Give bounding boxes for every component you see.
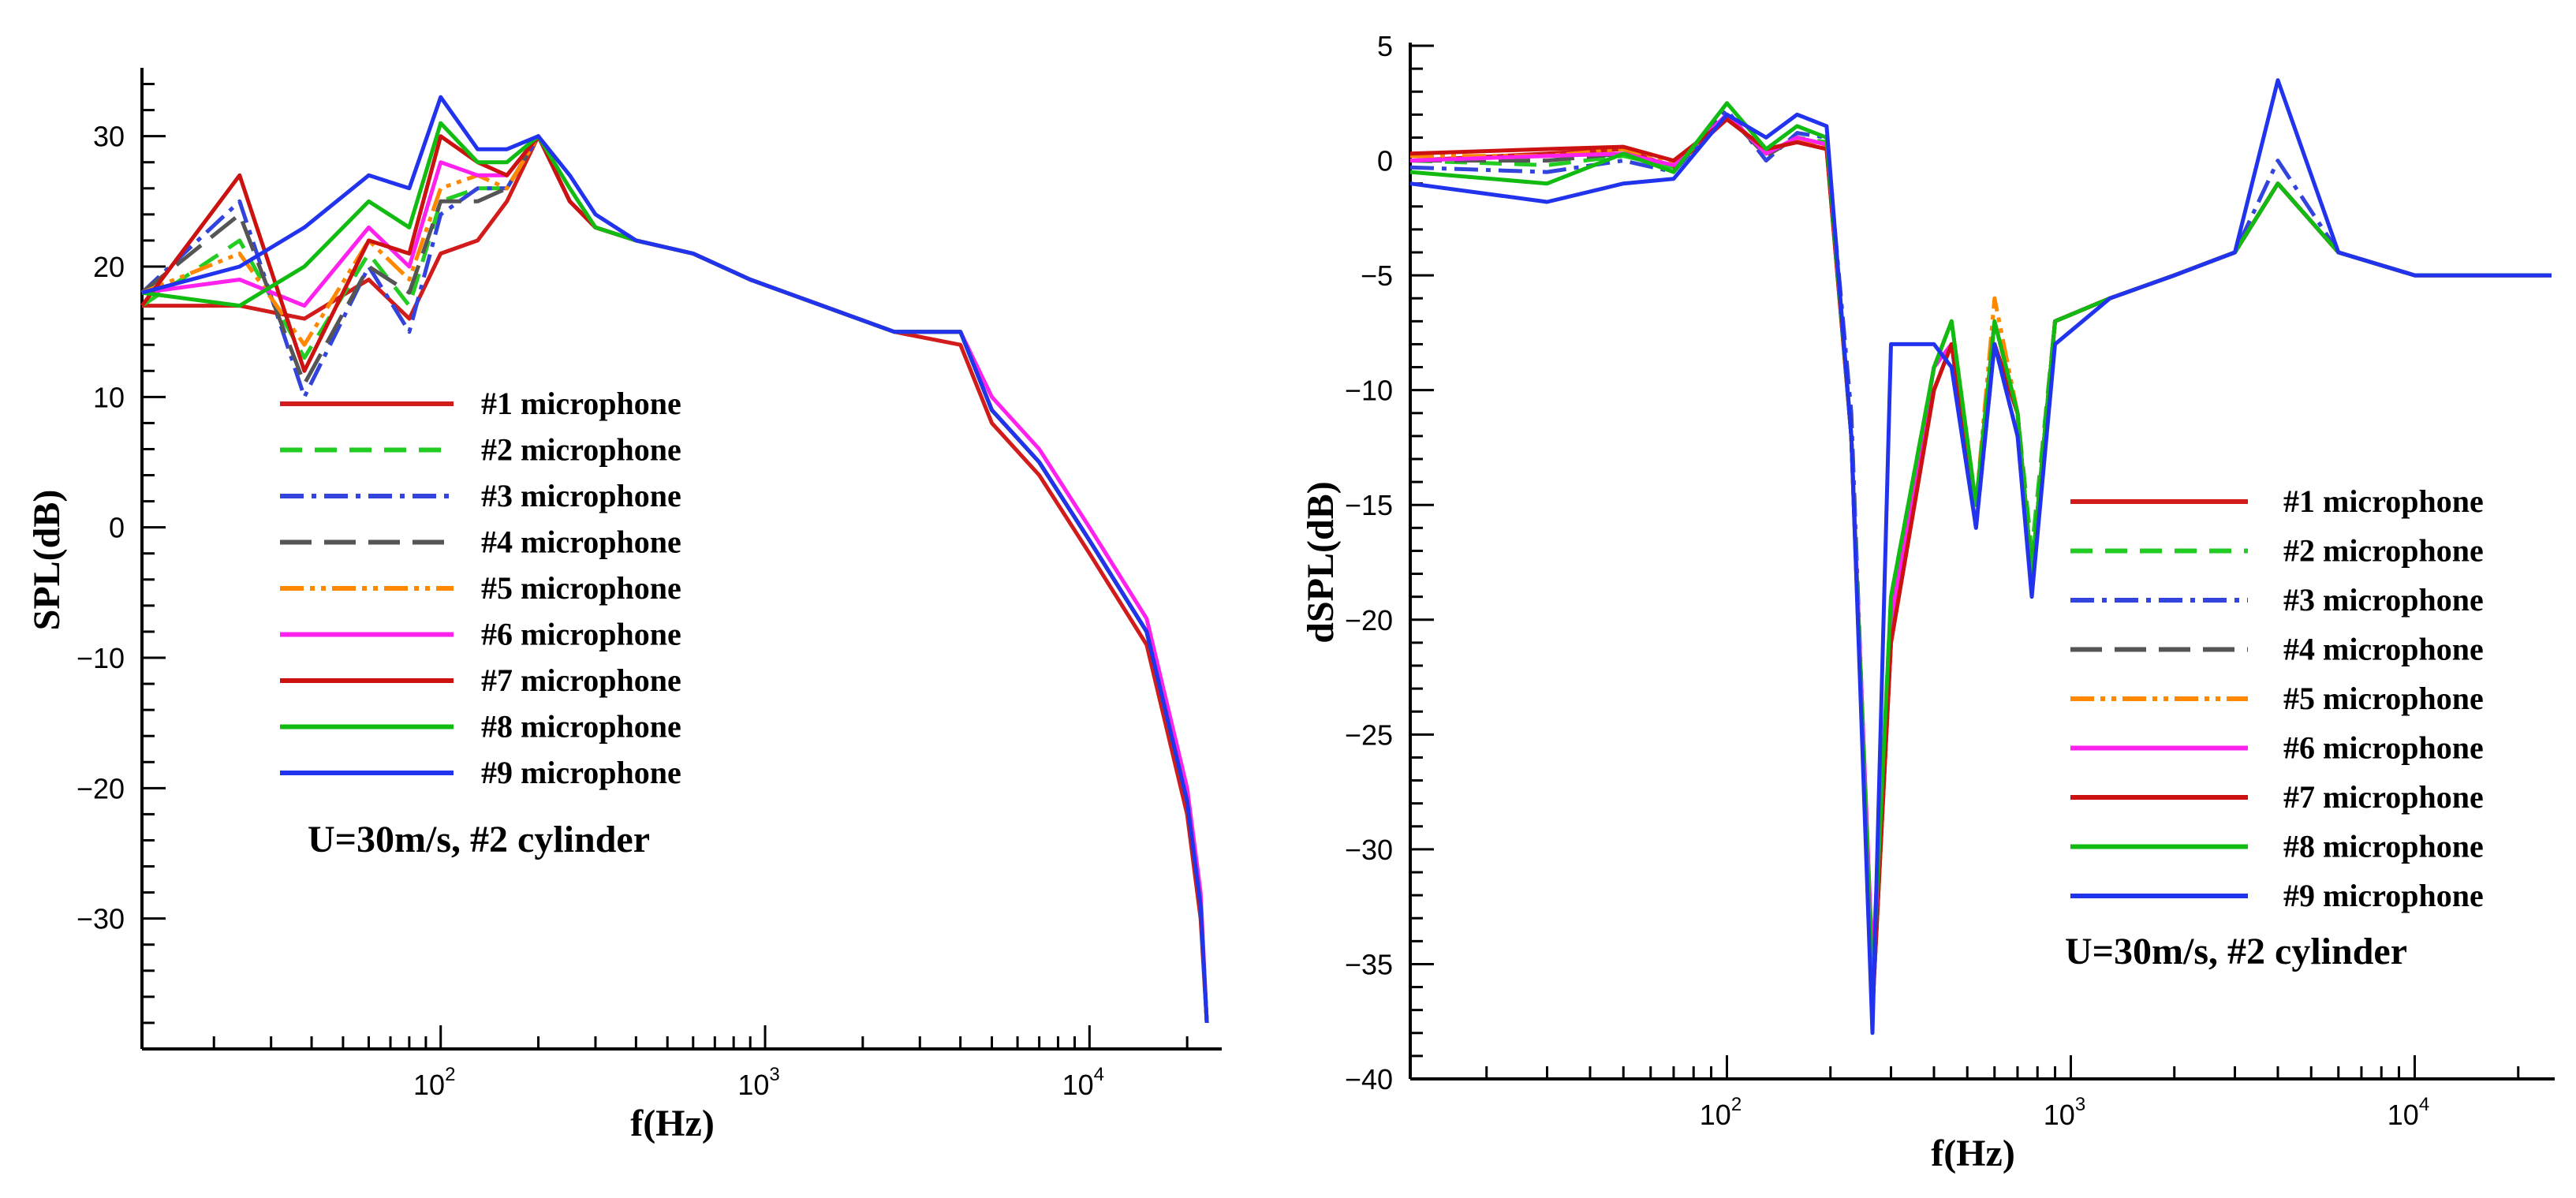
y-tick-label: −30 bbox=[1345, 834, 1393, 866]
legend-label-9: #9 microphone bbox=[481, 755, 681, 790]
x-tick-base: 10 bbox=[413, 1069, 445, 1101]
y-tick-label: 20 bbox=[93, 251, 125, 283]
y-axis-label: SPL(dB) bbox=[26, 490, 68, 631]
y-axis-label: dSPL(dB) bbox=[1300, 481, 1342, 643]
x-axis-label: f(Hz) bbox=[1931, 1133, 2015, 1174]
x-tick-exponent: 4 bbox=[2419, 1094, 2429, 1115]
series-line-3 bbox=[140, 134, 1209, 1024]
y-tick-label: −30 bbox=[77, 903, 125, 935]
y-tick-label: −15 bbox=[1345, 489, 1393, 521]
legend-label-9: #9 microphone bbox=[2283, 878, 2484, 913]
legend-label-5: #5 microphone bbox=[2283, 681, 2484, 716]
legend-label-3: #3 microphone bbox=[2283, 582, 2484, 618]
x-tick-base: 10 bbox=[2044, 1099, 2075, 1131]
x-tick-exponent: 2 bbox=[445, 1064, 455, 1085]
legend-label-7: #7 microphone bbox=[481, 662, 681, 698]
x-tick-label: 103 bbox=[737, 1064, 779, 1101]
y-tick-label: −35 bbox=[1345, 948, 1393, 980]
y-tick-label: −10 bbox=[1345, 375, 1393, 407]
x-tick-label: 104 bbox=[2387, 1094, 2429, 1131]
condition-annotation: U=30m/s, #2 cylinder bbox=[2065, 931, 2407, 972]
x-tick-label: 102 bbox=[1700, 1094, 1742, 1131]
series-line-9 bbox=[1409, 78, 2552, 1036]
legend-label-8: #8 microphone bbox=[481, 709, 681, 745]
y-tick-label: 0 bbox=[109, 512, 125, 544]
y-tick-label: −40 bbox=[1345, 1063, 1393, 1095]
x-tick-base: 10 bbox=[1700, 1099, 1731, 1131]
x-axis-label: f(Hz) bbox=[630, 1103, 715, 1144]
x-tick-label: 103 bbox=[2044, 1094, 2085, 1131]
series-line-9 bbox=[141, 95, 1209, 1024]
legend-label-6: #6 microphone bbox=[2283, 730, 2484, 766]
x-tick-label: 104 bbox=[1062, 1064, 1104, 1101]
spl-spectrum-panel: 102 103 1043020100−10−20−30f(Hz)SPL(dB)#1 … bbox=[26, 68, 1222, 1144]
y-tick-label: −25 bbox=[1345, 718, 1393, 751]
y-tick-label: 5 bbox=[1377, 30, 1393, 62]
x-tick-base: 10 bbox=[2387, 1099, 2419, 1131]
legend-label-2: #2 microphone bbox=[481, 432, 681, 468]
legend-label-8: #8 microphone bbox=[2283, 829, 2484, 864]
y-tick-label: −5 bbox=[1361, 259, 1393, 292]
y-tick-label: 0 bbox=[1377, 145, 1393, 177]
legend-label-1: #1 microphone bbox=[2283, 483, 2484, 519]
y-tick-label: 10 bbox=[93, 381, 125, 413]
legend-label-3: #3 microphone bbox=[481, 478, 681, 513]
legend-label-5: #5 microphone bbox=[481, 570, 681, 606]
legend-label-4: #4 microphone bbox=[2283, 632, 2484, 667]
x-tick-base: 10 bbox=[737, 1069, 769, 1101]
x-tick-base: 10 bbox=[1062, 1069, 1094, 1101]
legend-label-4: #4 microphone bbox=[481, 524, 681, 560]
x-tick-exponent: 4 bbox=[1094, 1064, 1104, 1085]
y-tick-label: 30 bbox=[93, 121, 125, 153]
legend-label-6: #6 microphone bbox=[481, 617, 681, 652]
x-tick-exponent: 2 bbox=[1731, 1094, 1742, 1115]
x-tick-exponent: 3 bbox=[769, 1064, 779, 1085]
dspl-spectrum-panel: 102 103 10450−5−10−15−20−25−30−35−40f(Hz)d… bbox=[1300, 30, 2555, 1174]
legend-label-1: #1 microphone bbox=[481, 386, 681, 421]
series-line-5 bbox=[141, 134, 1209, 1024]
y-tick-label: −20 bbox=[1345, 604, 1393, 636]
x-tick-exponent: 3 bbox=[2075, 1094, 2085, 1115]
y-tick-label: −20 bbox=[77, 772, 125, 804]
legend-label-2: #2 microphone bbox=[2283, 533, 2484, 569]
legend-label-7: #7 microphone bbox=[2283, 779, 2484, 815]
x-tick-label: 102 bbox=[413, 1064, 455, 1101]
condition-annotation: U=30m/s, #2 cylinder bbox=[308, 819, 650, 860]
y-tick-label: −10 bbox=[77, 642, 125, 674]
